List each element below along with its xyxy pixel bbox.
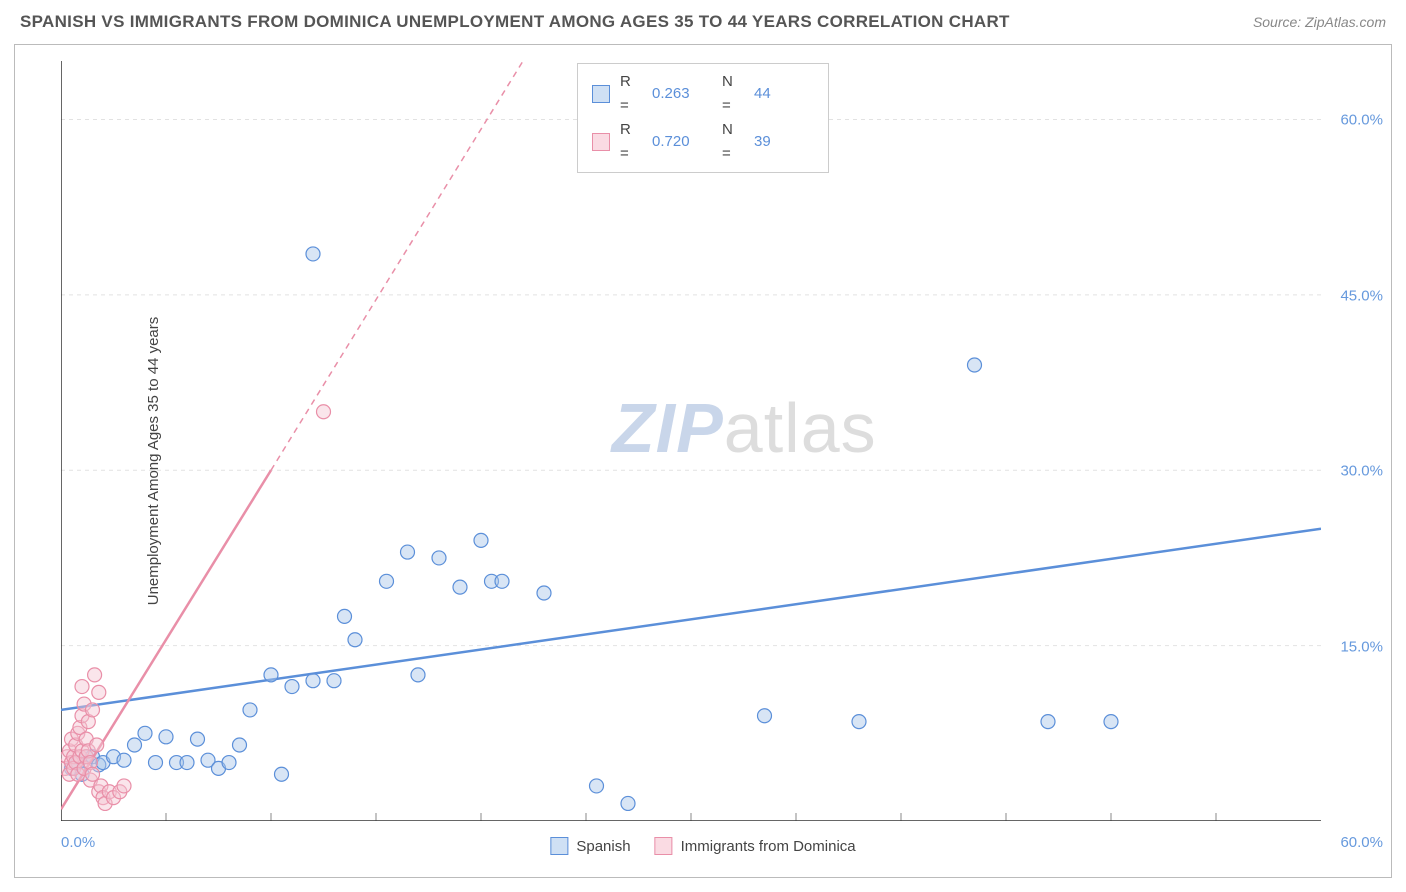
legend-series: Spanish Immigrants from Dominica xyxy=(550,837,855,855)
source-value: ZipAtlas.com xyxy=(1305,14,1386,30)
legend-stats: R = 0.263 N = 44 R = 0.720 N = 39 xyxy=(577,63,829,173)
legend-swatch-spanish xyxy=(550,837,568,855)
legend-item-dominica: Immigrants from Dominica xyxy=(655,837,856,855)
chart-container: Unemployment Among Ages 35 to 44 years Z… xyxy=(14,44,1392,878)
chart-title: SPANISH VS IMMIGRANTS FROM DOMINICA UNEM… xyxy=(20,12,1010,32)
n-value-spanish: 44 xyxy=(754,82,814,106)
legend-label-spanish: Spanish xyxy=(576,838,630,855)
x-axis-min: 0.0% xyxy=(61,834,95,851)
source-attribution: Source: ZipAtlas.com xyxy=(1253,14,1386,30)
r-label: R = xyxy=(620,118,642,166)
n-value-dominica: 39 xyxy=(754,130,814,154)
y-tick-label: 30.0% xyxy=(1340,463,1383,480)
legend-stats-row-dominica: R = 0.720 N = 39 xyxy=(592,118,814,166)
x-axis-max: 60.0% xyxy=(1340,834,1383,851)
y-tick-label: 45.0% xyxy=(1340,287,1383,304)
legend-swatch-dominica xyxy=(655,837,673,855)
y-tick-label: 60.0% xyxy=(1340,112,1383,129)
legend-label-dominica: Immigrants from Dominica xyxy=(681,838,856,855)
n-label: N = xyxy=(722,70,744,118)
y-tick-label: 15.0% xyxy=(1340,638,1383,655)
legend-item-spanish: Spanish xyxy=(550,837,630,855)
n-label: N = xyxy=(722,118,744,166)
legend-swatch-spanish xyxy=(592,85,610,103)
r-label: R = xyxy=(620,70,642,118)
r-value-spanish: 0.263 xyxy=(652,82,712,106)
source-label: Source: xyxy=(1253,14,1301,30)
plot-area xyxy=(61,61,1321,821)
legend-stats-row-spanish: R = 0.263 N = 44 xyxy=(592,70,814,118)
legend-swatch-dominica xyxy=(592,133,610,151)
chart-svg xyxy=(61,61,1321,821)
r-value-dominica: 0.720 xyxy=(652,130,712,154)
